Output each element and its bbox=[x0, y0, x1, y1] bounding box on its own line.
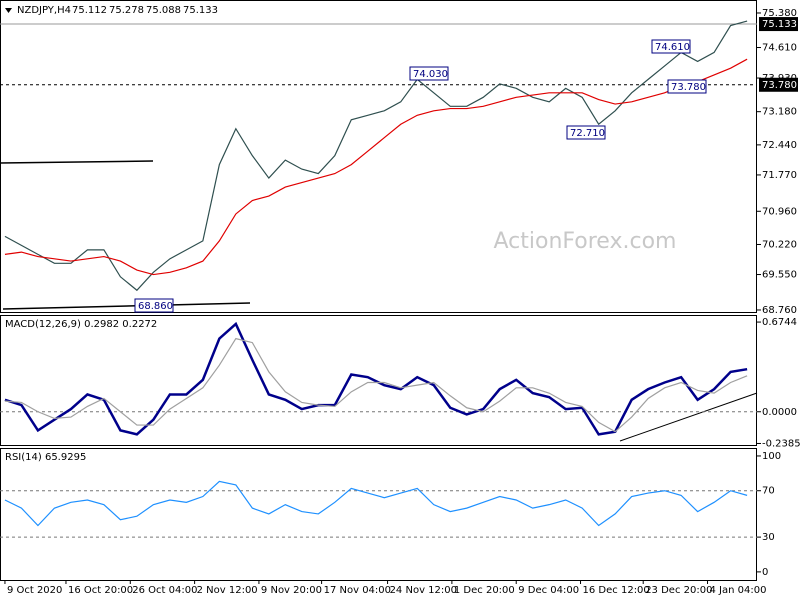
y-tick-label: 0 bbox=[762, 567, 768, 578]
y-tick-label: 30 bbox=[762, 532, 775, 543]
annotation: 73.780 bbox=[671, 82, 706, 93]
x-tick-label: 26 Oct 04:00 bbox=[132, 585, 197, 596]
x-tick-label: 23 Dec 20:00 bbox=[645, 585, 712, 596]
series-line bbox=[4, 337, 748, 433]
watermark: ActionForex.com bbox=[494, 229, 677, 254]
y-tick-label: 70.960 bbox=[762, 206, 797, 217]
trendline bbox=[2, 302, 251, 310]
trendline bbox=[619, 392, 758, 442]
level-label: 73.780 bbox=[762, 80, 797, 91]
series-line bbox=[4, 321, 748, 436]
x-tick-label: 24 Nov 12:00 bbox=[390, 585, 457, 596]
ohlc-value: 75.088 bbox=[146, 5, 181, 16]
ohlc-value: 75.278 bbox=[109, 5, 144, 16]
annotation-box bbox=[409, 66, 449, 81]
macd-title: MACD(12,26,9) 0.2982 0.2272 bbox=[5, 319, 157, 330]
axis-badge bbox=[759, 17, 798, 32]
annotation-box bbox=[566, 125, 606, 140]
axis-badge bbox=[759, 77, 798, 92]
macd-panel bbox=[0, 315, 757, 446]
y-tick-label: 70.220 bbox=[762, 239, 797, 250]
annotation: 74.030 bbox=[413, 69, 448, 80]
menu-icon bbox=[5, 8, 12, 13]
y-tick-label: 71.770 bbox=[762, 170, 797, 181]
main-panel bbox=[0, 0, 757, 313]
ohlc-value: 75.112 bbox=[72, 5, 107, 16]
y-tick-label: 69.550 bbox=[762, 270, 797, 281]
last-price-label: 75.133 bbox=[762, 19, 797, 30]
x-tick-label: 16 Dec 12:00 bbox=[583, 585, 650, 596]
annotation: 74.610 bbox=[655, 42, 690, 53]
symbol: NZDJPY,H4 bbox=[17, 5, 71, 16]
series-line bbox=[4, 58, 748, 276]
series-line bbox=[4, 20, 748, 292]
series-line bbox=[4, 480, 748, 527]
annotation: 68.860 bbox=[138, 301, 173, 312]
y-tick-label: -0.2385 bbox=[762, 438, 800, 449]
x-tick-label: 9 Nov 20:00 bbox=[261, 585, 322, 596]
x-tick-label: 16 Oct 20:00 bbox=[68, 585, 133, 596]
ohlc-value: 75.133 bbox=[183, 5, 218, 16]
y-tick-label: 68.760 bbox=[762, 305, 797, 316]
trendline bbox=[0, 160, 154, 164]
annotation-box bbox=[651, 39, 691, 54]
rsi-title: RSI(14) 65.9295 bbox=[5, 452, 86, 463]
annotation-box bbox=[134, 298, 174, 313]
x-tick-label: 4 Jan 04:00 bbox=[710, 585, 767, 596]
rsi-panel bbox=[0, 448, 757, 581]
y-tick-label: 74.610 bbox=[762, 43, 797, 54]
y-tick-label: 100 bbox=[762, 451, 781, 462]
y-tick-label: 0.0000 bbox=[762, 407, 797, 418]
x-tick-label: 9 Oct 2020 bbox=[7, 585, 62, 596]
x-tick-label: 9 Dec 04:00 bbox=[518, 585, 579, 596]
annotation-box bbox=[667, 79, 707, 94]
y-tick-label: 73.180 bbox=[762, 107, 797, 118]
x-tick-label: 2 Nov 12:00 bbox=[197, 585, 258, 596]
y-tick-label: 70 bbox=[762, 486, 775, 497]
annotation: 72.710 bbox=[570, 128, 605, 139]
x-tick-label: 1 Dec 20:00 bbox=[454, 585, 515, 596]
x-tick-label: 17 Nov 04:00 bbox=[324, 585, 391, 596]
y-tick-label: 72.440 bbox=[762, 140, 797, 151]
y-tick-label: 0.6744 bbox=[762, 317, 797, 328]
y-tick-label: 75.380 bbox=[762, 8, 797, 19]
